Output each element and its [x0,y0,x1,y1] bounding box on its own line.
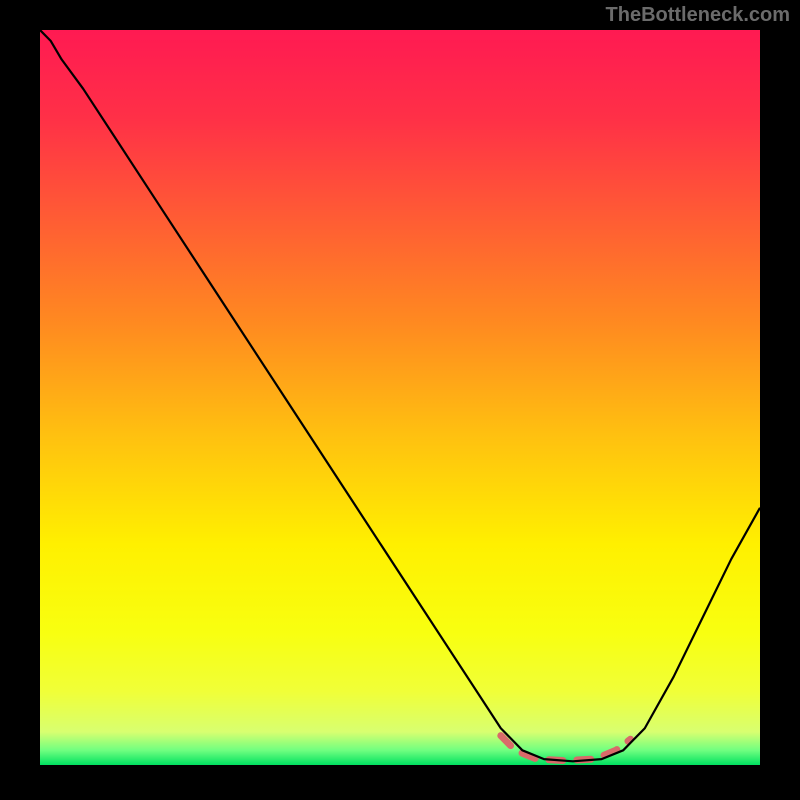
watermark-text: TheBottleneck.com [606,4,790,27]
plot-area [40,30,760,765]
chart-container: TheBottleneck.com [0,0,800,800]
plot-gradient-background [40,30,760,765]
